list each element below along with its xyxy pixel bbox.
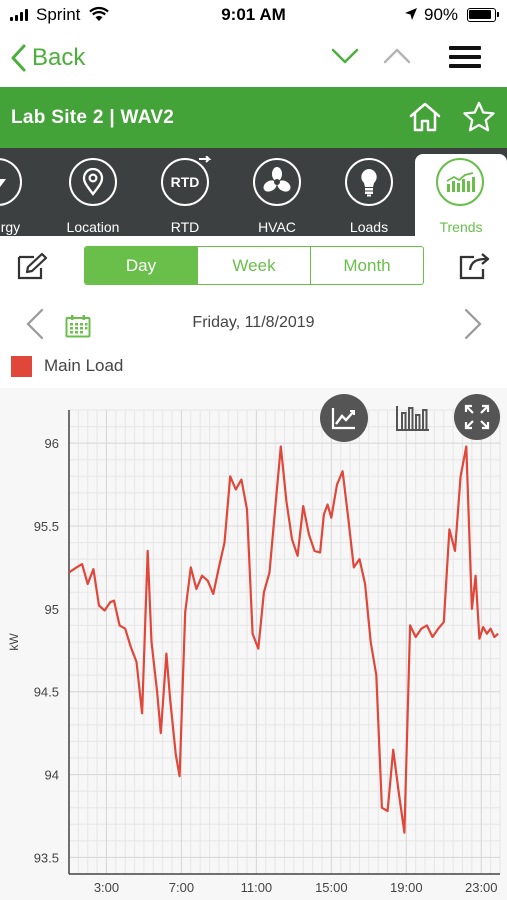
- fullscreen-expand-icon[interactable]: [454, 394, 500, 440]
- site-header: Lab Site 2 | WAV2: [0, 87, 507, 148]
- chevron-left-icon: [11, 44, 26, 72]
- tab-label: HVAC: [258, 219, 296, 235]
- site-title: Lab Site 2 | WAV2: [11, 107, 175, 128]
- bar-chart-toggle-icon[interactable]: [393, 400, 433, 436]
- tab-energy[interactable]: Energy: [0, 148, 43, 236]
- clock: 9:01 AM: [221, 5, 286, 24]
- back-label: Back: [32, 44, 86, 71]
- location-pin-icon: [69, 158, 117, 206]
- y-tick-label: 94: [45, 768, 59, 783]
- tab-label: Loads: [349, 219, 389, 235]
- wifi-icon: [89, 6, 109, 21]
- light-bulb-icon: [345, 158, 393, 206]
- tab-loads[interactable]: Loads: [324, 148, 414, 236]
- calendar-icon[interactable]: [65, 314, 91, 338]
- home-icon[interactable]: [408, 101, 442, 133]
- series-line-main-load: [68, 445, 499, 834]
- trend-chart-icon: [436, 158, 484, 206]
- chart-legend: Main Load: [0, 348, 507, 388]
- tab-trends[interactable]: Trends: [415, 154, 507, 236]
- nav-bar: Back: [0, 30, 507, 87]
- x-tick-label: 11:00: [241, 880, 273, 895]
- rtd-icon: RTD: [161, 156, 212, 206]
- x-tick-label: 23:00: [465, 880, 498, 895]
- carrier-name: Sprint: [36, 5, 81, 24]
- y-tick-label: 96: [45, 436, 59, 451]
- fan-icon: [253, 158, 301, 206]
- next-date-chevron-icon[interactable]: [462, 308, 484, 340]
- y-tick-label: 95: [45, 602, 59, 617]
- previous-date-chevron-icon[interactable]: [24, 308, 46, 340]
- chevron-up-icon[interactable]: [382, 46, 412, 66]
- range-selector-row: Day Week Month: [0, 236, 507, 294]
- lightning-icon: [0, 158, 22, 206]
- status-bar: Sprint 9:01 AM 90%: [0, 0, 507, 30]
- y-tick-label: 94.5: [34, 685, 59, 700]
- selected-date: Friday, 11/8/2019: [192, 314, 315, 331]
- tab-label: Energy: [0, 219, 21, 235]
- y-tick-label: 93.5: [34, 850, 59, 865]
- range-option-month[interactable]: Month: [343, 255, 391, 275]
- chevron-down-icon[interactable]: [330, 46, 360, 66]
- battery-percentage: 90%: [424, 5, 459, 24]
- range-option-week[interactable]: Week: [198, 247, 311, 284]
- tab-location[interactable]: Location: [48, 148, 138, 236]
- tab-rtd[interactable]: RTD RTD: [140, 148, 230, 236]
- line-chart-toggle-icon[interactable]: [320, 394, 368, 442]
- x-tick-label: 7:00: [169, 880, 194, 895]
- edit-icon[interactable]: [17, 252, 49, 280]
- y-tick-label: 95.5: [34, 519, 59, 534]
- legend-swatch: [11, 356, 32, 377]
- tab-label: Location: [66, 219, 120, 235]
- back-button[interactable]: Back: [10, 40, 85, 76]
- tab-hvac[interactable]: HVAC: [232, 148, 322, 236]
- date-navigation-row: Friday, 11/8/2019: [0, 294, 507, 356]
- signal-strength-icon: [10, 9, 28, 21]
- x-tick-label: 3:00: [94, 880, 119, 895]
- category-tab-bar: Energy Location RTD RTD HVAC: [0, 148, 507, 236]
- trend-chart-area: 93.5 94 94.5 95 95.5 96 3:00 7:00 11:00 15:00 19:0…: [0, 388, 507, 900]
- legend-series-name: Main Load: [44, 356, 124, 375]
- x-tick-label: 19:00: [390, 880, 423, 895]
- y-axis-label: kW: [7, 633, 21, 651]
- location-arrow-icon: [405, 8, 417, 20]
- x-tick-label: 15:00: [315, 880, 348, 895]
- share-export-icon[interactable]: [458, 251, 492, 281]
- hamburger-menu-icon[interactable]: [449, 46, 481, 70]
- star-icon[interactable]: [462, 101, 496, 133]
- range-segmented-control: Day Week Month: [84, 246, 424, 285]
- tab-label: RTD: [170, 219, 200, 235]
- trend-line-chart: 93.5 94 94.5 95 95.5 96 3:00 7:00 11:00 15:00 19:0…: [7, 409, 501, 895]
- tab-label: Trends: [439, 219, 483, 235]
- rtd-icon-text: RTD: [170, 174, 200, 190]
- battery-icon: [467, 8, 499, 22]
- range-option-day[interactable]: Day: [85, 247, 198, 284]
